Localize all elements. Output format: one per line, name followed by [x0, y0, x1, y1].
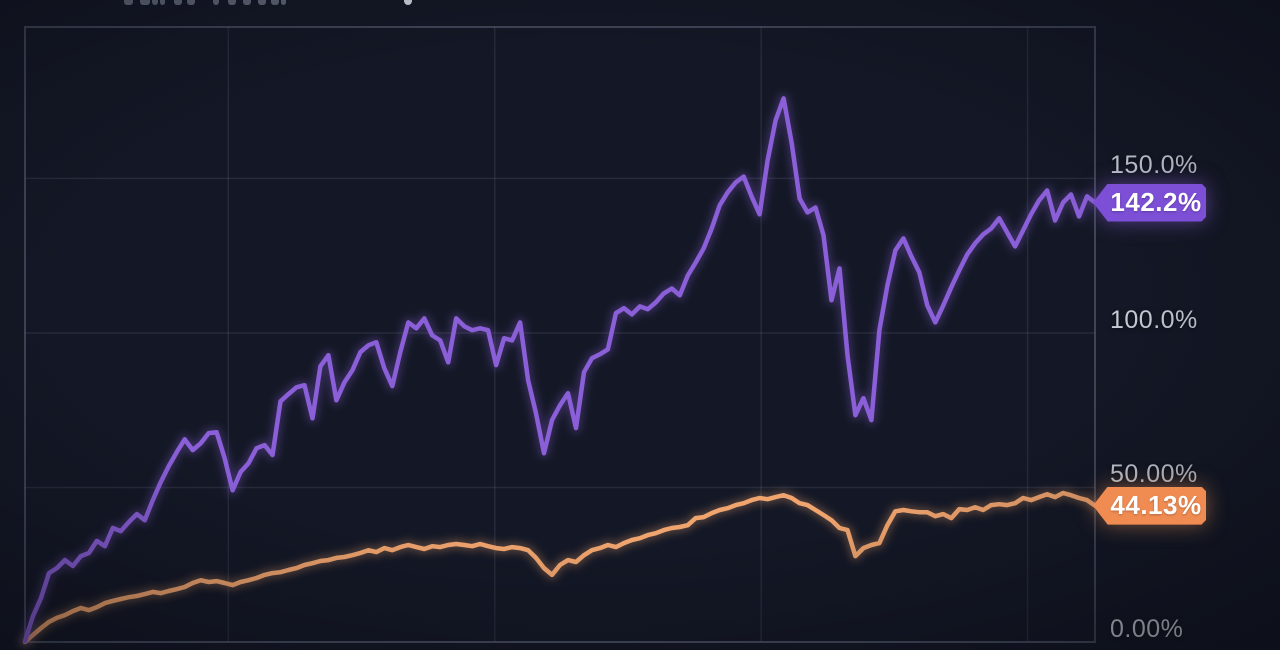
clipped-header-glyph-6	[213, 0, 219, 5]
clipped-header-glyph-2	[152, 0, 158, 5]
purple-price-badge[interactable]: 142.2%	[1093, 183, 1206, 222]
clipped-header-glyph-3	[160, 0, 165, 5]
clipped-header-glyph-12	[404, 0, 412, 5]
clipped-header-glyph-4	[174, 0, 182, 5]
clipped-header-glyph-10	[271, 0, 279, 5]
purple-price-badge-label: 142.2%	[1093, 183, 1206, 222]
clipped-header-glyph-9	[258, 0, 266, 5]
clipped-header-glyph-5	[187, 0, 195, 5]
orange-series-line	[22, 490, 1098, 645]
y-axis-label-0: 0.00%	[1110, 615, 1184, 643]
clipped-header-glyph-8	[243, 0, 251, 5]
clipped-header-glyph-11	[281, 0, 286, 5]
clipped-header-glyph-0	[124, 0, 133, 5]
y-axis-label-100: 100.0%	[1110, 305, 1198, 334]
clipped-header-glyph-1	[140, 0, 150, 5]
plot-border	[24, 26, 1096, 643]
orange-price-badge[interactable]: 44.13%	[1093, 486, 1206, 525]
y-axis-label-50: 50.00%	[1110, 460, 1198, 489]
clipped-header-glyph-7	[228, 0, 236, 5]
orange-price-badge-label: 44.13%	[1093, 486, 1206, 525]
clipped-header	[0, 0, 1280, 8]
y-axis-label-150: 150.0%	[1110, 151, 1198, 180]
